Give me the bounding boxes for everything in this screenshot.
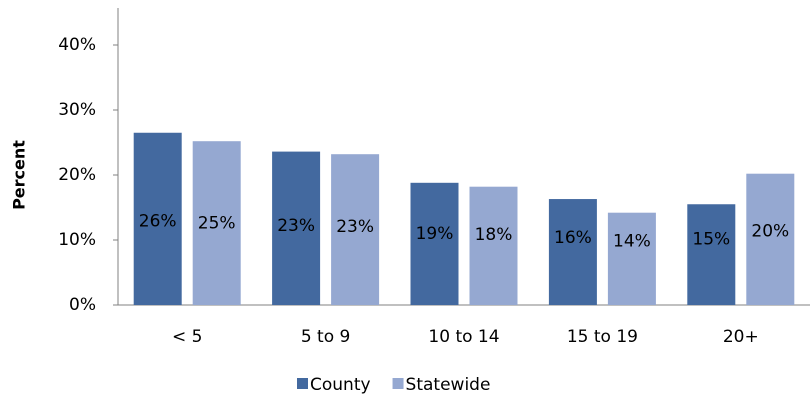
bar — [272, 151, 321, 305]
x-tick-label: 5 to 9 — [301, 327, 351, 347]
data-label: 15% — [692, 229, 730, 249]
bar — [746, 173, 795, 305]
bar — [331, 154, 380, 305]
y-tick-label: 40% — [58, 35, 96, 55]
y-tick-label: 30% — [58, 100, 96, 120]
x-tick-label: 20+ — [723, 327, 759, 347]
data-label: 23% — [277, 216, 315, 236]
bar — [607, 212, 656, 305]
data-label: 16% — [554, 228, 592, 248]
legend-swatch — [392, 378, 404, 389]
data-label: 23% — [336, 217, 374, 237]
y-tick-label: 10% — [58, 230, 96, 250]
x-tick-label: < 5 — [172, 327, 202, 347]
data-label: 19% — [416, 224, 454, 244]
legend-label: County — [310, 375, 371, 395]
bar — [192, 141, 241, 305]
data-label: 18% — [475, 225, 513, 245]
data-label: 14% — [613, 231, 651, 251]
bar — [687, 204, 736, 305]
bar — [133, 132, 182, 305]
bar — [410, 182, 459, 305]
bar — [469, 186, 518, 305]
y-axis-label: Percent — [10, 140, 29, 210]
data-label: 25% — [198, 214, 236, 234]
y-tick-label: 20% — [58, 165, 96, 185]
legend-swatch — [297, 378, 308, 389]
y-tick-label: 0% — [69, 295, 96, 315]
x-tick-label: 15 to 19 — [567, 327, 638, 347]
data-label: 20% — [751, 222, 789, 242]
data-label: 26% — [139, 211, 177, 231]
x-tick-label: 10 to 14 — [428, 327, 499, 347]
bar — [548, 199, 597, 305]
legend-label: Statewide — [406, 375, 491, 395]
